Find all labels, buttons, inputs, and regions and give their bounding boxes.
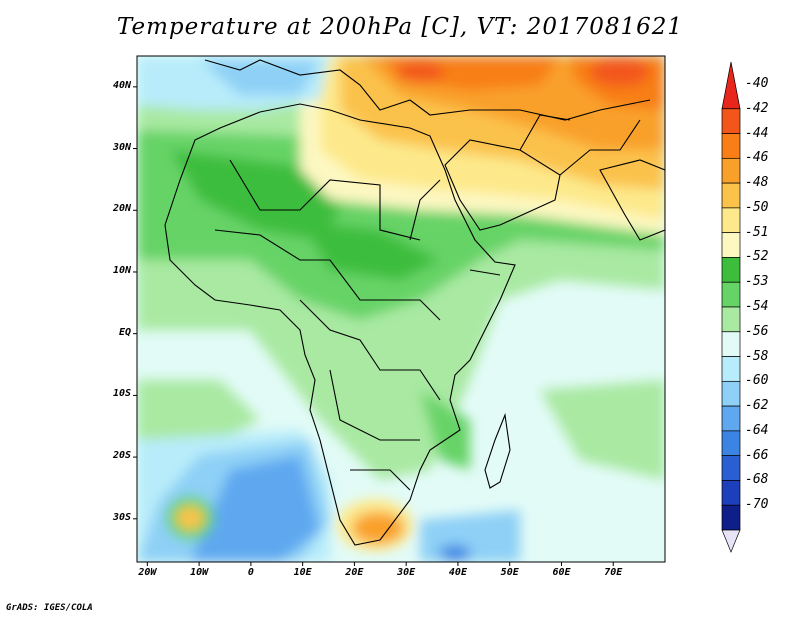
colorbar-swatch [721,232,741,258]
coastlines [164,59,665,546]
colorbar-swatch [721,480,741,506]
colorbar-swatch [721,405,741,432]
colorbar [721,61,741,553]
colorbar-label: -58 [745,348,769,364]
y-tick-label: 10S [112,388,131,400]
x-tick-label: 60E [552,567,571,578]
y-tick-label: EQ [118,326,131,338]
colorbar-label: -62 [745,398,769,414]
colorbar-swatch [721,108,741,134]
colorbar-label: -54 [745,299,769,314]
colorbar-label: -56 [745,323,769,339]
x-tick-label: 10E [293,567,312,578]
x-tick-label: 40E [448,567,467,578]
y-tick-label: 10N [112,264,131,276]
colorbar-label: -44 [745,125,769,141]
colorbar-label: -70 [745,497,769,513]
colorbar-lower-arrow [721,529,741,553]
colorbar-label: -50 [745,199,769,215]
colorbar-label: -64 [745,422,769,438]
colorbar-swatch [721,61,741,110]
colorbar-swatch [721,182,741,209]
colorbar-label: -60 [745,373,769,389]
x-tick-label: 0 [247,567,254,578]
temperature-field [137,56,665,562]
colorbar-swatch [721,306,741,333]
colorbar-label: -46 [745,150,769,166]
x-tick-label: 70E [604,567,623,578]
x-tick-label: 20E [345,567,364,578]
colorbar-label: -53 [745,274,769,290]
y-tick-label: 30N [112,141,131,153]
colorbar-label: -68 [745,472,769,488]
colorbar-swatch [721,455,741,481]
y-tick-label: 20S [112,450,131,462]
colorbar-label: -40 [745,76,769,91]
colorbar-label: -66 [745,447,769,463]
y-tick-label: 40N [112,79,131,91]
y-tick-label: 30S [112,511,131,523]
colorbar-swatch [721,257,741,283]
colorbar-swatch [721,331,741,357]
colorbar-swatch [721,133,741,159]
colorbar-label: -42 [745,100,769,116]
map-frame [136,55,666,563]
colorbar-swatch [721,380,741,407]
y-tick-label: 20N [112,203,131,215]
colorbar-swatch [721,430,741,457]
colorbar-swatch [721,207,741,234]
y-axis-ticks [133,86,137,520]
credit-text: GrADS: IGES/COLA [6,603,93,613]
colorbar-label: -52 [745,249,769,265]
x-tick-label: 30E [397,567,416,578]
colorbar-swatch [721,157,741,184]
colorbar-label: -48 [745,175,769,191]
colorbar-swatch [721,504,741,531]
x-tick-label: 50E [500,567,519,578]
colorbar-label: -51 [745,224,769,240]
colorbar-swatch [721,281,741,308]
chart-title: Temperature at 200hPa [C], VT: 201708162… [116,14,684,40]
x-tick-label: 20W [138,567,157,578]
x-axis-ticks [146,562,614,566]
x-tick-label: 10W [190,567,209,578]
colorbar-swatch [721,356,741,382]
